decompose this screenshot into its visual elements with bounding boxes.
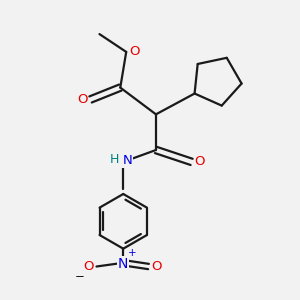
Text: O: O [129,45,140,58]
Text: +: + [128,248,136,258]
Text: H: H [110,153,120,166]
Text: N: N [118,256,128,271]
Text: O: O [152,260,162,273]
Text: O: O [83,260,93,273]
Text: O: O [195,155,205,168]
Text: −: − [75,269,85,283]
Text: N: N [123,154,133,167]
Text: O: O [77,93,88,106]
